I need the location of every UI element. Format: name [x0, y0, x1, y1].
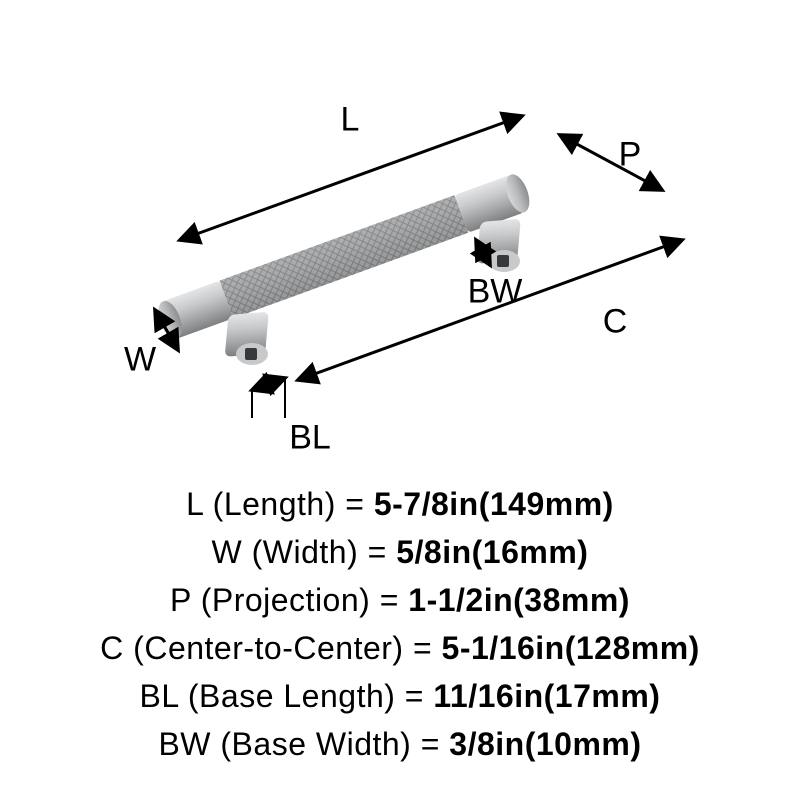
dim-label-W: W [124, 341, 156, 380]
spec-val: 1-1/2in [408, 582, 513, 618]
spec-eq: = [405, 678, 434, 714]
spec-row: BL (Base Length) = 11/16in(17mm) [0, 672, 800, 720]
spec-eq: = [413, 630, 442, 666]
spec-desc: (Center-to-Center) [133, 630, 403, 666]
spec-row: C (Center-to-Center) = 5-1/16in(128mm) [0, 624, 800, 672]
spec-mm: (10mm) [525, 726, 642, 762]
spec-mm: (17mm) [544, 678, 661, 714]
spec-mm: (149mm) [479, 486, 614, 522]
spec-eq: = [368, 534, 397, 570]
dim-label-L: L [341, 101, 360, 140]
spec-row: P (Projection) = 1-1/2in(38mm) [0, 576, 800, 624]
spec-val: 11/16in [433, 678, 543, 714]
dimension-lines [155, 116, 682, 418]
dimension-diagram: L P C W BL BW [60, 40, 740, 460]
spec-key: L [186, 486, 203, 522]
dim-label-P: P [619, 136, 642, 175]
spec-eq: = [421, 726, 450, 762]
spec-mm: (16mm) [472, 534, 589, 570]
spec-eq: = [345, 486, 374, 522]
spec-key: BW [158, 726, 211, 762]
spec-desc: (Width) [252, 534, 359, 570]
spec-mm: (38mm) [513, 582, 630, 618]
spec-list: L (Length) = 5-7/8in(149mm) W (Width) = … [0, 480, 800, 768]
spec-val: 5-1/16in [442, 630, 565, 666]
spec-row: BW (Base Width) = 3/8in(10mm) [0, 720, 800, 768]
spec-desc: (Length) [213, 486, 336, 522]
spec-val: 3/8in [449, 726, 524, 762]
spec-val: 5-7/8in [374, 486, 479, 522]
spec-key: P [170, 582, 191, 618]
spec-key: C [100, 630, 124, 666]
diagram-svg [60, 40, 740, 460]
spec-mm: (128mm) [565, 630, 700, 666]
spec-desc: (Base Width) [220, 726, 411, 762]
dim-label-BW: BW [468, 273, 523, 312]
spec-row: L (Length) = 5-7/8in(149mm) [0, 480, 800, 528]
spec-eq: = [380, 582, 409, 618]
handle-group [154, 171, 534, 365]
dim-label-BL: BL [289, 419, 331, 458]
spec-row: W (Width) = 5/8in(16mm) [0, 528, 800, 576]
spec-desc: (Base Length) [188, 678, 396, 714]
canvas: L P C W BL BW L (Length) = 5-7/8in(149mm… [0, 0, 800, 800]
spec-val: 5/8in [396, 534, 471, 570]
spec-key: W [212, 534, 243, 570]
spec-key: BL [140, 678, 179, 714]
dim-label-C: C [603, 303, 628, 342]
spec-desc: (Projection) [201, 582, 371, 618]
